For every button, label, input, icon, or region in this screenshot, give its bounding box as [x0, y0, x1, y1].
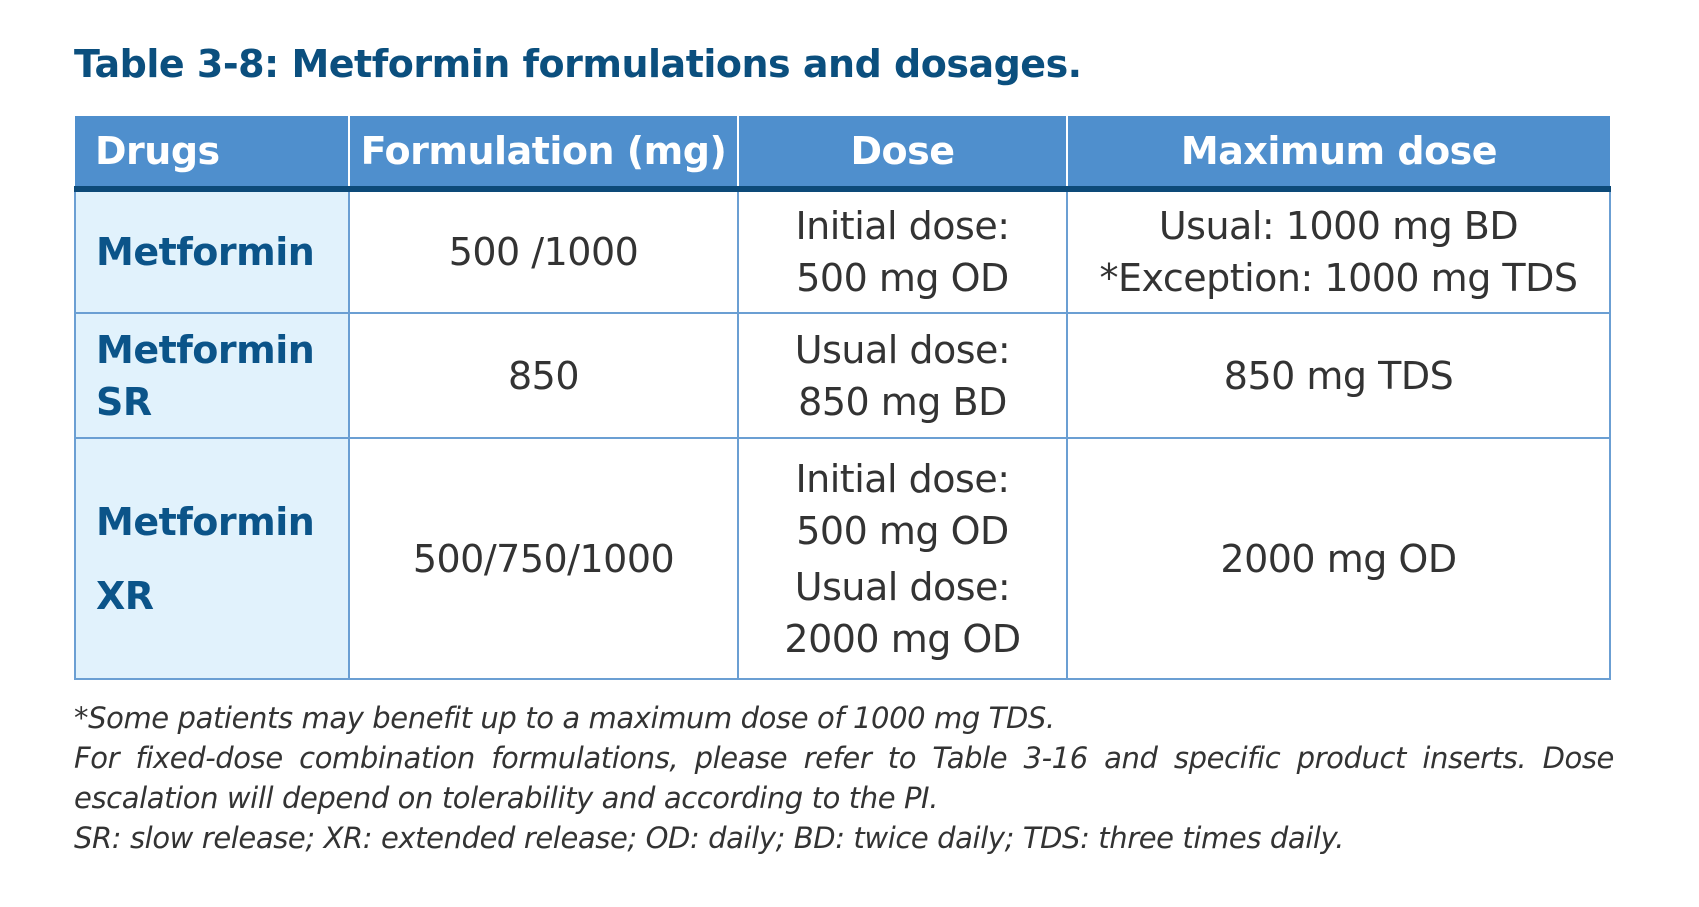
table-row: Metformin 500 /1000 Initial dose: 500 mg…	[74, 188, 1611, 314]
max-dose-line: Usual: 1000 mg BD	[1158, 204, 1519, 248]
drug-cell: Metformin SR	[74, 312, 350, 439]
formulation-cell: 500 /1000	[348, 188, 739, 314]
dose-cell: Initial dose: 500 mg OD Usual dose: 2000…	[737, 437, 1068, 680]
header-dose: Dose	[737, 116, 1067, 192]
dose-line: 2000 mg OD	[784, 616, 1021, 661]
header-maximum-dose: Maximum dose	[1066, 116, 1610, 192]
max-dose-cell: 2000 mg OD	[1066, 437, 1611, 680]
drug-cell: Metformin	[74, 188, 350, 314]
table-row: Metformin SR 850 Usual dose: 850 mg BD 8…	[74, 312, 1611, 439]
header-formulation: Formulation (mg)	[348, 116, 738, 192]
dose-line: Usual dose:	[794, 327, 1011, 372]
drug-cell: Metformin XR	[74, 437, 350, 680]
footnote: SR: slow release; XR: extended release; …	[74, 821, 1344, 855]
max-dose-line: *Exception: 1000 mg TDS	[1099, 256, 1579, 300]
max-dose-cell: 850 mg TDS	[1066, 312, 1611, 439]
table-title: Table 3-8: Metformin formulations and do…	[74, 42, 1082, 86]
dose-line: Initial dose:	[795, 456, 1010, 501]
dose-line: Initial dose:	[795, 204, 1010, 248]
footnote: For fixed-dose combination formulations,…	[74, 741, 1614, 815]
dose-line: Usual dose:	[794, 564, 1011, 609]
dose-line: 850 mg BD	[798, 379, 1007, 424]
dose-line: 500 mg OD	[796, 256, 1009, 300]
header-drugs: Drugs	[75, 116, 349, 192]
table-row: Metformin XR 500/750/1000 Initial dose: …	[74, 437, 1611, 680]
formulation-cell: 850	[348, 312, 739, 439]
dose-cell: Usual dose: 850 mg BD	[737, 312, 1068, 439]
dose-line: 500 mg OD	[796, 508, 1009, 553]
max-dose-cell: Usual: 1000 mg BD *Exception: 1000 mg TD…	[1066, 188, 1611, 314]
metformin-table: Drugs Formulation (mg) Dose Maximum dose…	[74, 116, 1611, 680]
footnotes: *Some patients may benefit up to a maxim…	[74, 698, 1614, 858]
footnote: *Some patients may benefit up to a maxim…	[74, 701, 1055, 735]
formulation-cell: 500/750/1000	[348, 437, 739, 680]
header-row: Drugs Formulation (mg) Dose Maximum dose	[75, 116, 1610, 192]
dose-cell: Initial dose: 500 mg OD	[737, 188, 1068, 314]
